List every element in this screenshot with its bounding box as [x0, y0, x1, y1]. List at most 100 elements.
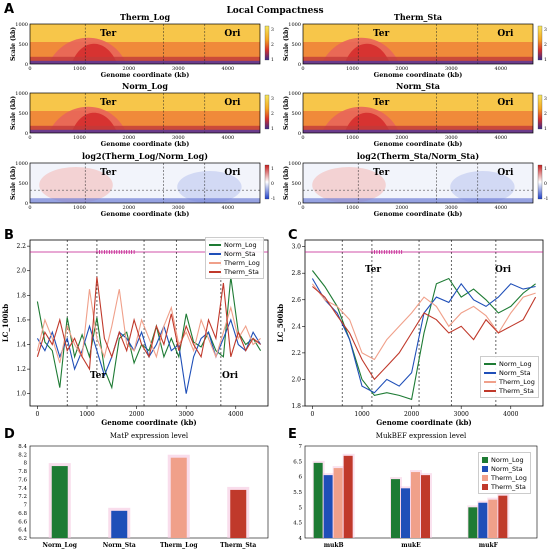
y-tick-label: 500 [18, 111, 28, 117]
colorbar [537, 25, 543, 61]
x-tick-label: 0 [36, 411, 40, 418]
heatmap-label-ter: Ter [100, 168, 116, 178]
legend-label: Therm_Sta [491, 482, 526, 491]
heatmap-frame [29, 23, 261, 65]
x-tick-label: 3000 [454, 411, 469, 418]
legend-label: Therm_Log [224, 258, 260, 267]
y-tick-label: 500 [18, 181, 28, 187]
heatmap-bottom-fine [303, 60, 533, 64]
y-tick-label: 8.4 [18, 444, 27, 450]
panel-c-legend: Norm_Log Norm_Sta Therm_Log Therm_Sta [480, 356, 539, 398]
y-tick-label: 5 [299, 505, 303, 511]
colorbar-tick: 3 [544, 27, 547, 33]
legend-swatch [484, 380, 496, 383]
y-axis-label: LC_100kb [1, 304, 10, 342]
heatmap-bottom-fine [303, 129, 533, 133]
colorbar-tick: 1 [544, 126, 547, 132]
y-tick-label: 1.4 [16, 342, 26, 349]
y-tick-label: 1.0 [16, 391, 26, 398]
heatmap-title: Therm_Sta [394, 12, 442, 22]
bar-norm-log [468, 507, 478, 538]
y-tick-label: 1.6 [16, 317, 26, 324]
x-axis-label: Genome coordinate (kb) [101, 418, 196, 427]
x-tick-label: 0 [28, 66, 31, 72]
y-tick-label: 1000 [288, 22, 301, 28]
colorbar-tick: -1 [271, 196, 276, 202]
heatmap-title: log2(Therm_Sta/Norm_Sta) [357, 151, 479, 161]
heatmap-frame [302, 23, 534, 65]
legend-swatch [482, 456, 488, 463]
legend-swatch [209, 261, 221, 264]
colorbar-tick: 3 [271, 27, 274, 33]
bar-therm-log [170, 457, 187, 538]
heatmap-label-ter: Ter [100, 98, 116, 108]
legend-label: Norm_Sta [224, 249, 256, 258]
bar-norm-sta [401, 488, 410, 538]
heatmap-ratio-blob [312, 167, 386, 203]
bar-therm-sta [230, 489, 247, 538]
x-tick-label: 3000 [172, 205, 185, 211]
heatmap-frame [302, 92, 534, 134]
y-tick-label: 500 [291, 111, 301, 117]
colorbar-tick: 1 [271, 57, 274, 63]
y-tick-label: 0 [298, 201, 301, 207]
legend-swatch [209, 243, 221, 246]
legend-label: Norm_Log [224, 240, 257, 249]
legend-swatch [482, 474, 488, 481]
x-tick-label: 4000 [221, 205, 234, 211]
series-line-therm-sta [36, 276, 261, 371]
bar-therm-sta [498, 495, 508, 538]
colorbar-tick: 3 [544, 96, 547, 102]
legend-item: Therm_Sta [482, 482, 527, 491]
heatmap-label-ori: Ori [224, 98, 241, 108]
colorbar-tick: 2 [544, 111, 547, 117]
legend-item: Therm_Log [484, 377, 535, 386]
y-tick-label: 7 [24, 503, 28, 509]
y-axis-label: Scale (kb) [283, 27, 290, 61]
y-tick-label: 6.5 [293, 459, 302, 465]
x-tick-label: 3000 [179, 411, 194, 418]
x-tick-label: 1000 [354, 411, 369, 418]
panel-d-chart: MatP expression level 6.2 6.4 6.6 6.8 7 7.2 7.4… [18, 432, 269, 549]
y-axis-label: LC_500kb [276, 304, 285, 342]
y-tick-label: 2.6 [291, 297, 301, 304]
legend-label: Therm_Log [499, 377, 535, 386]
x-tick-label: 0 [311, 411, 315, 418]
legend-label: Norm_Log [491, 455, 524, 464]
chart-title: MatP expression level [110, 432, 189, 440]
y-tick-label: 2.2 [16, 243, 26, 250]
heatmap-ratio-blob [177, 171, 242, 203]
x-tick-label: 1000 [73, 135, 86, 141]
legend-label: Norm_Sta [499, 368, 531, 377]
heatmap-bottom-band [303, 56, 533, 64]
y-tick-label: 2.4 [291, 323, 301, 330]
x-tick-label: 2000 [129, 411, 144, 418]
chart-title: MukBEF expression level [376, 432, 467, 440]
x-tick-label: Norm_Sta [103, 542, 136, 549]
y-tick-label: 4.5 [293, 521, 302, 527]
heatmap-log2-therm-sta-norm-sta-: log2(Therm_Sta/Norm_Sta) Ter Ori 0 500 1000 0 1… [283, 151, 549, 218]
colorbar [264, 164, 270, 200]
series-line-norm-log [36, 276, 262, 390]
y-axis-label: Scale (kb) [10, 166, 17, 200]
panel-letter-b: B [4, 228, 14, 243]
y-tick-label: 8.2 [18, 452, 27, 458]
colorbar [264, 25, 270, 61]
heatmap-title: Norm_Log [122, 81, 168, 91]
heatmap-label-ter: Ter [373, 98, 389, 108]
x-tick-label: 1000 [73, 66, 86, 72]
legend-label: Norm_Log [499, 359, 532, 368]
x-tick-label: Therm_Log [160, 542, 198, 549]
heatmap-therm-log: Therm_Log Ter Ori 0 500 1000 0 1000 2000 3000 4000… [10, 12, 274, 79]
x-tick-label: 0 [28, 135, 31, 141]
legend-item: Norm_Log [482, 455, 527, 464]
y-tick-label: 1.8 [16, 292, 26, 299]
label-ori: Ori [495, 265, 512, 275]
legend-item: Therm_Log [482, 473, 527, 482]
x-axis-label: Genome coordinate (kb) [376, 418, 471, 427]
x-tick-label: 4000 [228, 411, 243, 418]
y-axis-label: Scale (kb) [10, 96, 17, 130]
legend-item: Norm_Sta [482, 464, 527, 473]
heatmap-ratio-blob [450, 171, 515, 203]
heatmap-title: log2(Therm_Log/Norm_Log) [82, 151, 208, 161]
